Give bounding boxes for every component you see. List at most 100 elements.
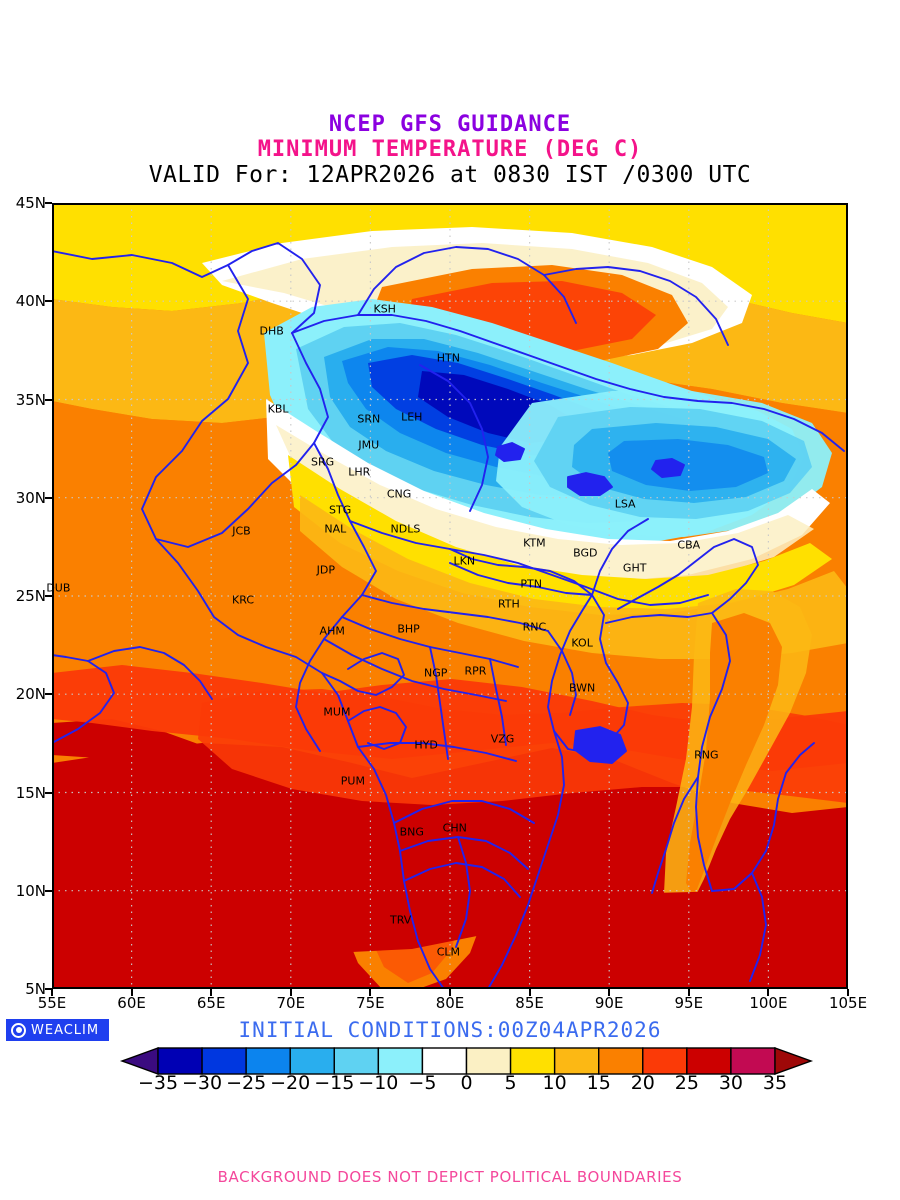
city-label-rnc: RNC	[522, 620, 547, 634]
city-label-cng: CNG	[386, 487, 412, 501]
lon-tick-mark	[51, 989, 53, 996]
city-label-nal: NAL	[324, 522, 347, 536]
colorbar-tick-label: 10	[542, 1072, 567, 1094]
lat-tick-mark	[45, 398, 52, 401]
lon-tick-label: 95E	[674, 994, 704, 1012]
lat-tick-label: 30N	[15, 488, 46, 507]
colorbar-tick-label: −5	[408, 1072, 437, 1094]
lon-tick-mark	[687, 989, 690, 996]
colorbar-swatch	[245, 1047, 291, 1075]
colorbar-swatch	[377, 1047, 424, 1075]
lon-tick-label: 70E	[276, 994, 306, 1012]
colorbar-tick-label: 20	[630, 1072, 655, 1094]
colorbar-tick-label: 5	[504, 1072, 517, 1094]
title-block: NCEP GFS GUIDANCE MINIMUM TEMPERATURE (D…	[0, 112, 900, 189]
city-label-hyd: HYD	[414, 738, 438, 752]
colorbar-swatch	[509, 1047, 556, 1075]
lat-tick-mark	[45, 693, 52, 696]
city-label-leh: LEH	[401, 410, 423, 424]
country-boundaries	[52, 242, 845, 989]
city-label-bhp: BHP	[397, 622, 420, 636]
lon-tick-label: 65E	[196, 994, 226, 1012]
lon-tick-mark	[528, 989, 531, 996]
colorbar-swatch	[465, 1047, 512, 1075]
city-label-ght: GHT	[622, 561, 647, 575]
title-valid-time: VALID For: 12APR2026 at 0830 IST /0300 U…	[148, 162, 752, 188]
lon-tick-label: 90E	[594, 994, 624, 1012]
lat-tick-label: 35N	[15, 390, 46, 409]
city-label-trv: TRV	[389, 913, 412, 927]
city-label-jdp: JDP	[316, 563, 335, 577]
city-label-chn: CHN	[442, 821, 467, 835]
city-label-lsa: LSA	[614, 497, 636, 511]
weather-map[interactable]: DHB KSH HTN KBL SRN LEH JMU SRG LHR CNG STG NDLS JCB…	[46, 203, 848, 989]
lat-tick-mark	[45, 595, 52, 597]
lat-tick-label: 40N	[15, 292, 46, 311]
lon-tick-label: 100E	[749, 994, 788, 1012]
colorbar-tick-label: 35	[762, 1072, 788, 1094]
colorbar-tick-label: 15	[586, 1072, 611, 1094]
city-label-kbl: KBL	[267, 402, 289, 416]
city-label-krc: KRC	[232, 593, 255, 607]
colorbar-swatch	[157, 1047, 203, 1075]
city-label-mum: MUM	[323, 705, 351, 719]
colorbar-tick-label: −20	[270, 1072, 311, 1094]
lon-tick-mark	[130, 989, 133, 996]
city-label-jmu: JMU	[358, 438, 380, 452]
graticule	[52, 203, 848, 989]
lon-tick-mark	[608, 989, 611, 996]
city-label-srn: SRN	[357, 412, 381, 426]
disclaimer-text: BACKGROUND DOES NOT DEPICT POLITICAL BOU…	[217, 1168, 683, 1186]
colorbar[interactable]: −35 −30 −25 −20 −15 −10 −5 0 5 10 15 20 25 30 35	[0, 1046, 900, 1108]
city-label-bgd: BGD	[573, 546, 598, 560]
colorbar-tick-label: −10	[358, 1072, 399, 1094]
city-label-ndls: NDLS	[390, 522, 421, 536]
city-label-lhr: LHR	[348, 465, 371, 479]
colorbar-tick-label: 30	[718, 1072, 744, 1094]
lon-tick-mark	[847, 989, 849, 996]
city-label-vzg: VZG	[490, 732, 515, 746]
colorbar-tick-label: −25	[226, 1072, 267, 1094]
lat-tick-mark	[45, 496, 52, 499]
lat-tick-mark	[45, 300, 52, 303]
colorbar-swatch	[642, 1047, 688, 1075]
lat-tick-mark	[45, 202, 52, 204]
city-label-lkn: LKN	[453, 554, 476, 568]
city-label-srg: SRG	[311, 455, 335, 469]
city-label-clm: CLM	[436, 945, 461, 959]
colorbar-tick-label: 25	[674, 1072, 699, 1094]
city-label-cba: CBA	[677, 538, 701, 552]
city-label-htn: HTN	[436, 351, 461, 365]
initial-conditions-label: INITIAL CONDITIONS:00Z04APR2026	[238, 1018, 662, 1042]
colorbar-tick-label: 0	[460, 1072, 473, 1094]
title-parameter: MINIMUM TEMPERATURE (DEG C)	[257, 137, 643, 162]
lon-tick-label: 60E	[117, 994, 146, 1012]
lon-tick-label: 80E	[435, 994, 465, 1012]
city-label-stg: STG	[329, 503, 352, 517]
lat-tick-label: 25N	[15, 587, 46, 605]
colorbar-swatch	[553, 1047, 600, 1075]
city-label-jcb: JCB	[232, 524, 251, 538]
lon-tick-label: 55E	[37, 994, 67, 1012]
lon-tick-label: 75E	[356, 994, 385, 1012]
lat-tick-label: 20N	[15, 685, 46, 704]
lon-tick-mark	[210, 989, 213, 996]
map-frame	[52, 203, 848, 989]
colorbar-under-arrow	[119, 1047, 159, 1075]
lon-tick-mark	[289, 989, 292, 996]
colorbar-tick-label: −30	[182, 1072, 223, 1094]
lat-tick-label: 15N	[15, 783, 46, 802]
lat-tick-mark	[45, 889, 52, 892]
lon-tick-mark	[369, 989, 372, 996]
city-label-ptn: PTN	[520, 577, 542, 591]
temperature-contour-plot	[52, 203, 848, 989]
weaclim-logo-text: WEACLIM	[31, 1022, 100, 1038]
colorbar-swatches	[119, 1047, 814, 1075]
lat-tick-label: 45N	[15, 194, 46, 212]
city-label-ksh: KSH	[373, 302, 396, 316]
weaclim-logo[interactable]: WEACLIM	[6, 1019, 109, 1041]
lat-tick-mark	[45, 791, 52, 794]
title-model: NCEP GFS GUIDANCE	[328, 112, 572, 137]
lon-tick-mark	[449, 989, 451, 996]
city-label-ahm: AHM	[319, 624, 345, 638]
